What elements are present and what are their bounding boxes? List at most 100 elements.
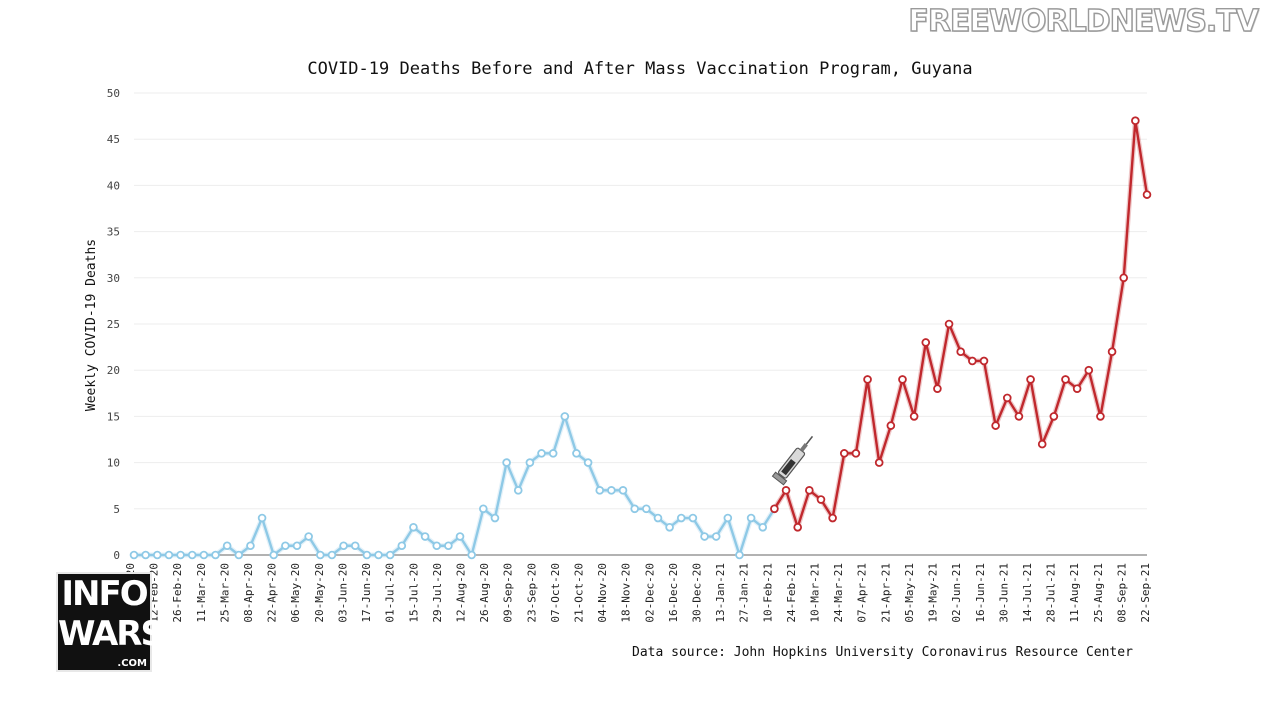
before-point (490, 513, 500, 523)
after-point (991, 421, 1000, 430)
before-point (327, 550, 337, 560)
y-tick-label: 50 (107, 87, 120, 100)
before-point (711, 532, 721, 541)
after-point (979, 356, 989, 366)
before-point (583, 458, 593, 467)
x-tick-label: 26-Feb-20 (171, 563, 184, 623)
after-point (898, 375, 907, 384)
before-point (630, 504, 639, 514)
after-point (828, 513, 837, 523)
x-tick-label: 18-Nov-20 (620, 563, 633, 623)
before-point (187, 550, 197, 560)
before-point (199, 550, 209, 560)
before-point (374, 550, 383, 560)
before-point (676, 513, 686, 523)
x-tick-label: 09-Sep-20 (502, 563, 515, 623)
before-point (455, 532, 465, 541)
x-tick-label: 16-Dec-20 (667, 563, 680, 623)
x-tick-label: 22-Apr-20 (266, 563, 279, 623)
before-point (537, 449, 546, 458)
before-point (281, 541, 290, 551)
chart-title: COVID-19 Deaths Before and After Mass Va… (307, 59, 972, 79)
x-tick-label: 29-Jul-20 (431, 563, 444, 623)
y-tick-label: 0 (113, 549, 120, 562)
x-tick-label: 02-Dec-20 (643, 563, 656, 623)
x-tick-label: 14-Jul-21 (1021, 563, 1034, 623)
before-point (164, 550, 174, 560)
after-point (1014, 412, 1024, 421)
before-point (502, 458, 511, 467)
series-before-vaccination (129, 412, 779, 560)
y-tick-label: 45 (107, 133, 120, 146)
before-line (134, 415, 776, 557)
after-point (1061, 375, 1070, 384)
before-point (246, 541, 255, 551)
before-point (572, 449, 581, 458)
before-point (362, 550, 372, 560)
after-point (851, 449, 861, 458)
before-point (409, 522, 418, 532)
x-tick-label: 03-Jun-20 (336, 563, 349, 623)
after-point (956, 347, 966, 357)
series-after-vaccination (770, 116, 1152, 532)
y-tick-label: 25 (107, 318, 120, 331)
x-tick-label: 04-Nov-20 (596, 563, 609, 623)
grid-lines (134, 92, 1147, 556)
before-point (257, 513, 267, 523)
x-tick-label: 11-Aug-21 (1068, 563, 1081, 623)
y-axis-label: Weekly COVID-19 Deaths (84, 239, 99, 411)
x-tick-label: 13-Jan-21 (714, 563, 727, 623)
x-tick-label: 26-Aug-20 (478, 563, 491, 623)
after-point (863, 375, 872, 384)
x-tick-label: 16-Jun-21 (974, 563, 987, 623)
x-tick-label: 11-Mar-20 (195, 563, 208, 623)
x-tick-label: 05-May-21 (903, 563, 916, 623)
before-point (444, 541, 453, 551)
x-tick-label: 10-Mar-21 (809, 563, 822, 623)
after-point (1072, 384, 1082, 393)
after-point (1049, 412, 1059, 421)
after-point (1026, 375, 1035, 384)
y-axis-ticks: 0 5 10 15 20 25 30 35 40 45 50 (107, 87, 120, 562)
before-point (211, 550, 220, 560)
y-tick-label: 15 (107, 410, 120, 423)
before-point (746, 513, 756, 523)
x-tick-label: 06-May-20 (289, 563, 302, 623)
x-tick-label: 20-May-20 (313, 563, 326, 623)
before-point (339, 541, 348, 551)
y-tick-label: 5 (113, 503, 120, 516)
after-point (874, 458, 884, 467)
x-tick-label: 23-Sep-20 (525, 563, 538, 623)
before-point (420, 532, 430, 541)
x-tick-label: 02-Jun-21 (950, 563, 963, 623)
before-point (595, 486, 605, 495)
after-point (944, 319, 954, 329)
after-point (909, 412, 919, 421)
x-axis-ticks: 29-Jan-2012-Feb-2026-Feb-2011-Mar-2025-M… (124, 563, 1152, 623)
after-point (1096, 412, 1105, 421)
x-tick-label: 08-Sep-21 (1115, 563, 1128, 623)
freeworldnews-watermark: FREEWORLDNEWS.TV (908, 3, 1260, 39)
x-tick-label: 30-Dec-20 (691, 563, 704, 623)
x-tick-label: 08-Apr-20 (242, 563, 255, 623)
before-point (688, 513, 698, 523)
after-point (886, 421, 896, 430)
y-tick-label: 35 (107, 226, 120, 239)
before-point (548, 449, 558, 458)
after-point (816, 495, 826, 504)
before-point (735, 550, 744, 560)
before-point (292, 541, 302, 551)
before-point (723, 513, 733, 523)
y-tick-label: 10 (107, 457, 120, 470)
logo-line-1: INFO (61, 574, 148, 614)
after-point (1107, 347, 1117, 357)
before-point (432, 541, 442, 551)
after-point (1084, 365, 1094, 375)
logo-suffix: .COM (117, 658, 147, 669)
x-tick-label: 24-Feb-21 (785, 563, 798, 623)
x-tick-label: 17-Jun-20 (360, 563, 373, 623)
infowars-logo: INFO WARS .COM (56, 572, 165, 672)
x-tick-label: 22-Sep-21 (1139, 563, 1152, 623)
before-point (560, 412, 570, 421)
before-point (222, 541, 232, 551)
